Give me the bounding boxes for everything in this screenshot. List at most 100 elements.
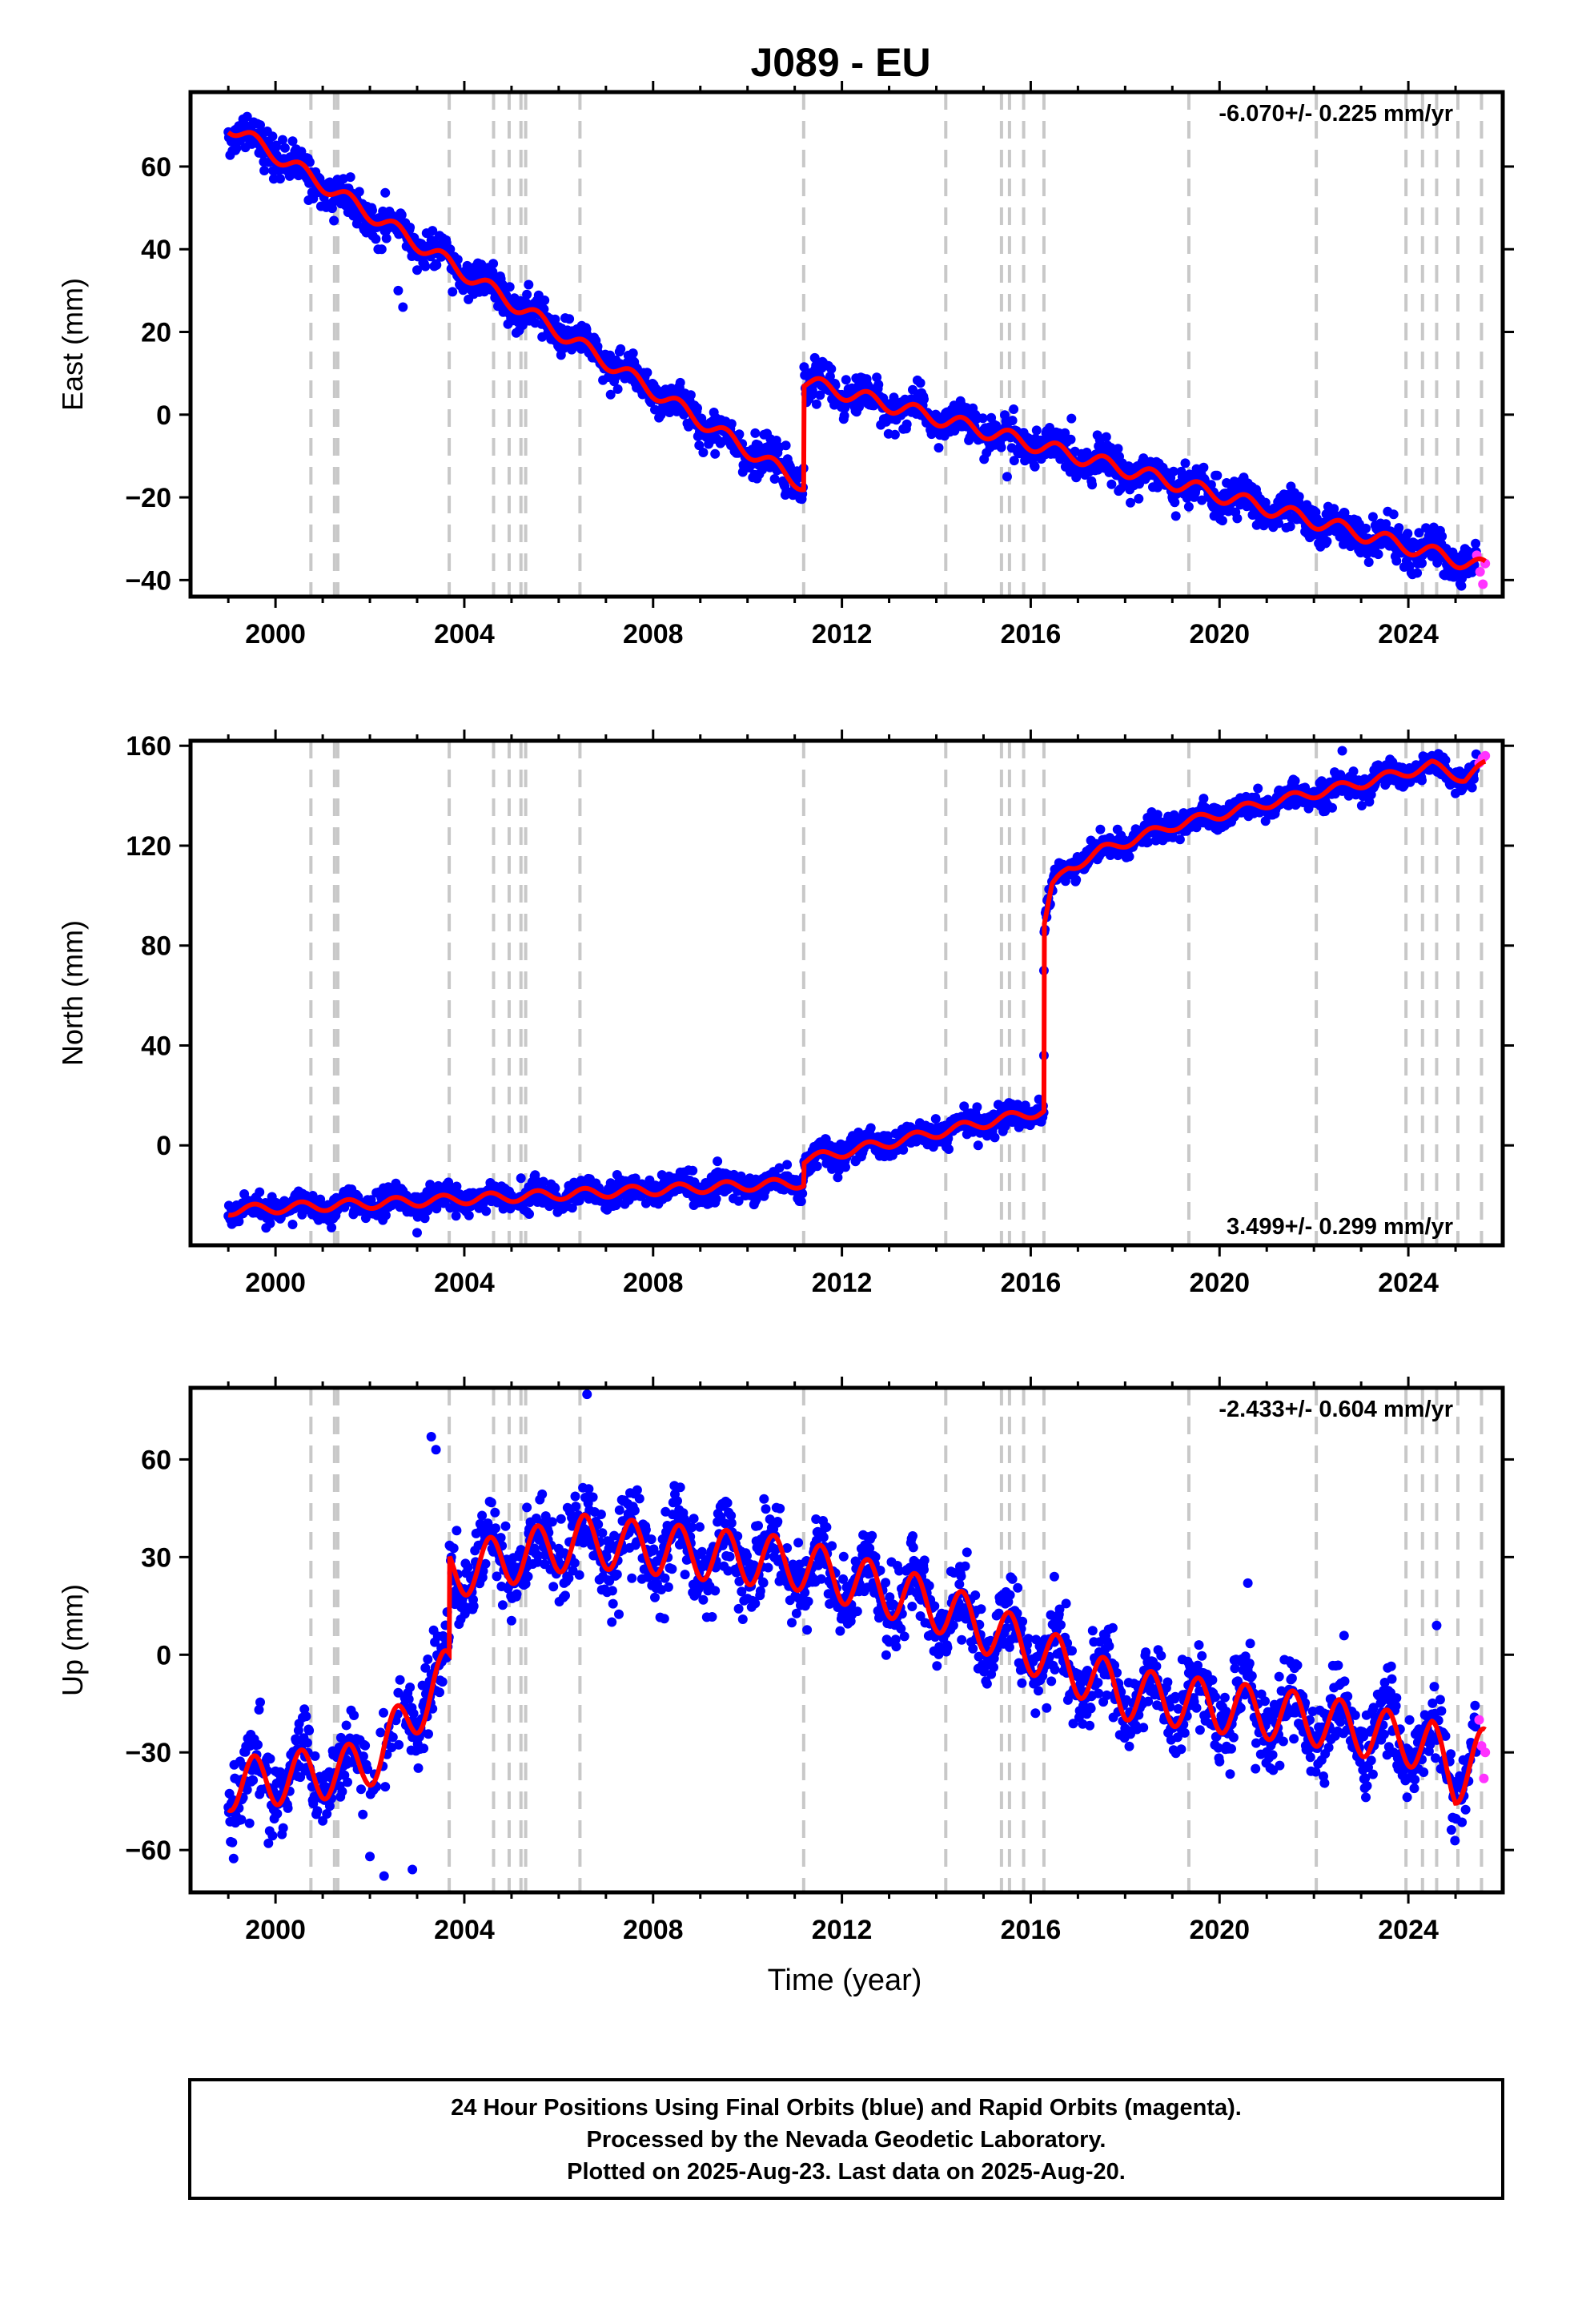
data-point <box>376 244 387 255</box>
data-point <box>547 1517 557 1527</box>
data-point <box>428 226 438 236</box>
y-tick-label: 80 <box>141 931 171 962</box>
data-point <box>1124 851 1134 862</box>
data-point <box>329 215 339 226</box>
data-point <box>1391 556 1402 566</box>
outlier-point <box>398 302 408 312</box>
data-point <box>865 1123 876 1133</box>
data-point <box>713 1156 723 1167</box>
data-point <box>675 377 685 388</box>
rapid-point <box>1480 750 1491 761</box>
data-point <box>279 143 290 153</box>
data-point <box>873 380 884 390</box>
data-point <box>452 255 463 265</box>
y-tick-label: 120 <box>126 831 171 862</box>
data-point <box>717 436 727 447</box>
data-point <box>255 120 265 131</box>
data-point <box>477 1510 488 1521</box>
data-point <box>379 1707 388 1718</box>
data-point <box>367 205 377 215</box>
x-tick-label: 2024 <box>1378 1268 1439 1298</box>
outlier-point <box>1337 746 1347 756</box>
data-point <box>486 1498 496 1508</box>
data-point <box>464 1210 474 1220</box>
data-point <box>1009 456 1019 466</box>
data-point <box>1126 497 1135 508</box>
data-point <box>782 1160 793 1170</box>
data-point <box>497 1600 508 1610</box>
data-point <box>380 187 391 198</box>
velocity-rate-label: 3.499+/- 0.299 mm/yr <box>1227 1214 1453 1240</box>
data-point <box>349 1711 359 1720</box>
data-point <box>242 111 252 122</box>
data-point <box>275 174 285 184</box>
data-point <box>1471 538 1481 549</box>
data-point <box>1007 416 1018 426</box>
x-tick-label: 2000 <box>245 619 306 649</box>
data-point <box>1183 501 1194 512</box>
data-point <box>413 1763 424 1773</box>
data-point <box>296 147 307 157</box>
data-point <box>915 378 926 388</box>
data-point <box>267 1831 278 1841</box>
data-point <box>809 352 820 363</box>
data-point <box>1232 513 1243 524</box>
data-point <box>1217 516 1227 526</box>
data-point <box>839 411 849 421</box>
data-point <box>248 1775 259 1785</box>
data-point <box>750 428 761 438</box>
data-point <box>283 1803 293 1813</box>
data-point <box>978 413 988 424</box>
data-point <box>1388 509 1399 520</box>
data-point <box>423 1655 433 1664</box>
data-point <box>287 136 298 147</box>
data-point <box>972 1102 982 1112</box>
data-point <box>1253 783 1263 794</box>
data-point <box>1373 549 1383 560</box>
data-point <box>628 348 638 359</box>
data-point <box>259 166 270 175</box>
velocity-rate-label: -6.070+/- 0.225 mm/yr <box>1219 101 1453 127</box>
x-tick-label: 2016 <box>1001 1268 1062 1298</box>
x-tick-label: 2008 <box>623 1268 684 1298</box>
data-point <box>973 1140 983 1151</box>
data-point <box>272 1808 283 1819</box>
data-point <box>889 429 900 440</box>
data-point <box>371 234 381 244</box>
x-tick-label: 2012 <box>812 1268 873 1298</box>
data-point <box>516 1173 526 1184</box>
data-point <box>412 265 422 275</box>
data-point <box>380 1782 391 1792</box>
data-point <box>688 1165 698 1176</box>
data-point <box>523 1571 533 1582</box>
data-point <box>345 172 355 183</box>
data-point <box>255 1187 265 1197</box>
y-tick-label: 0 <box>156 1131 171 1161</box>
outlier-point <box>412 1228 422 1238</box>
data-point <box>302 1738 312 1748</box>
data-point <box>753 440 763 450</box>
data-point <box>616 344 626 354</box>
data-point <box>265 1754 275 1764</box>
data-point <box>812 1161 822 1172</box>
data-point <box>710 448 721 459</box>
data-point <box>343 1777 352 1787</box>
data-point <box>1403 529 1413 539</box>
data-point <box>312 1806 323 1816</box>
data-point <box>1066 413 1077 424</box>
data-point <box>1087 480 1098 490</box>
data-point <box>1322 537 1332 546</box>
final-orbit-points <box>223 1389 1481 1881</box>
data-point <box>360 1740 371 1751</box>
data-point <box>841 1162 850 1172</box>
data-point <box>1174 834 1185 845</box>
x-tick-label: 2008 <box>623 619 684 649</box>
final-orbit-points <box>223 111 1481 591</box>
data-point <box>1199 794 1209 804</box>
data-point <box>872 372 882 383</box>
data-point <box>734 429 745 440</box>
data-point <box>990 1132 1000 1143</box>
data-point <box>1106 479 1117 489</box>
data-point <box>463 1562 473 1573</box>
outlier-point <box>393 285 404 296</box>
